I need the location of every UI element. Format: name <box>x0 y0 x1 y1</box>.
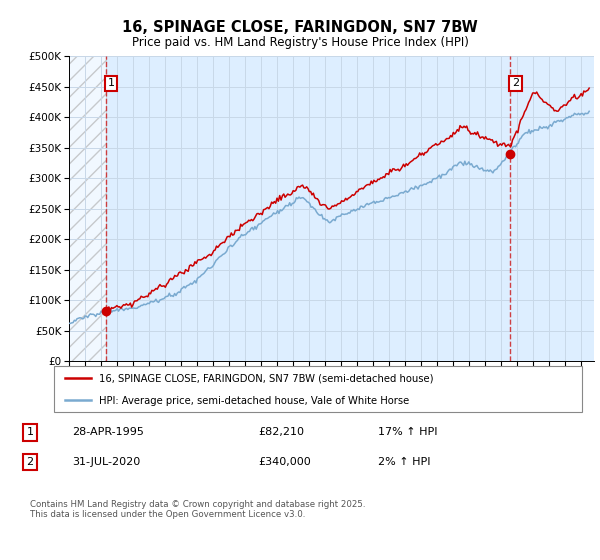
Text: 2: 2 <box>512 78 519 88</box>
Text: 16, SPINAGE CLOSE, FARINGDON, SN7 7BW (semi-detached house): 16, SPINAGE CLOSE, FARINGDON, SN7 7BW (s… <box>99 374 433 384</box>
Text: 1: 1 <box>107 78 115 88</box>
Text: £82,210: £82,210 <box>258 427 304 437</box>
FancyBboxPatch shape <box>54 366 582 412</box>
Text: 2% ↑ HPI: 2% ↑ HPI <box>378 457 431 467</box>
Text: 2: 2 <box>26 457 34 467</box>
Text: Price paid vs. HM Land Registry's House Price Index (HPI): Price paid vs. HM Land Registry's House … <box>131 36 469 49</box>
Text: 16, SPINAGE CLOSE, FARINGDON, SN7 7BW: 16, SPINAGE CLOSE, FARINGDON, SN7 7BW <box>122 20 478 35</box>
Text: 1: 1 <box>26 427 34 437</box>
Text: £340,000: £340,000 <box>258 457 311 467</box>
Bar <box>69 56 106 361</box>
Text: 31-JUL-2020: 31-JUL-2020 <box>72 457 140 467</box>
Text: HPI: Average price, semi-detached house, Vale of White Horse: HPI: Average price, semi-detached house,… <box>99 395 409 405</box>
Text: Contains HM Land Registry data © Crown copyright and database right 2025.
This d: Contains HM Land Registry data © Crown c… <box>30 500 365 519</box>
Text: 17% ↑ HPI: 17% ↑ HPI <box>378 427 437 437</box>
Text: 28-APR-1995: 28-APR-1995 <box>72 427 144 437</box>
